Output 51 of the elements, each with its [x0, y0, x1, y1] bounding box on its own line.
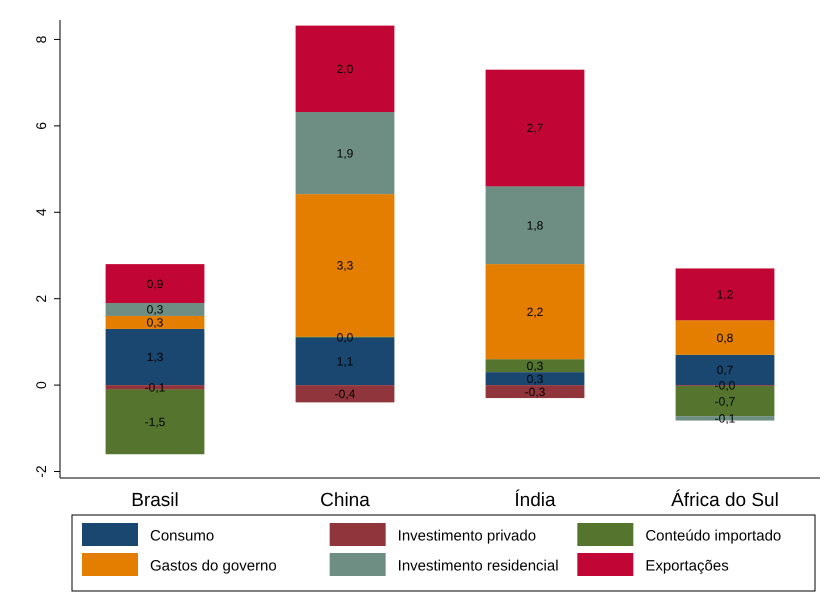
x-tick-label: China	[320, 490, 370, 511]
bar	[106, 303, 204, 316]
data-label: 1,8	[526, 218, 544, 232]
data-label: 0,3	[526, 358, 544, 373]
data-label: -1,5	[144, 415, 166, 430]
y-tick-label: 6	[33, 122, 49, 130]
legend-label: Investimento privado	[398, 527, 536, 544]
legend-label: Conteúdo importado	[645, 527, 782, 544]
bar	[486, 359, 584, 372]
x-tick-label: Índia	[514, 489, 556, 511]
bar	[106, 316, 204, 329]
data-label: 2,0	[336, 62, 354, 76]
bar	[486, 70, 584, 186]
data-label: 1,9	[336, 146, 354, 160]
x-tick-label: Brasil	[131, 490, 179, 511]
y-tick-label: 8	[33, 35, 49, 44]
data-label: 1,2	[716, 288, 734, 302]
bar	[296, 385, 394, 402]
bar	[296, 112, 394, 194]
bar	[486, 372, 584, 386]
bar	[486, 385, 584, 398]
data-label: 2,2	[526, 304, 544, 319]
data-label: 0,3	[146, 316, 164, 330]
data-label: 3,3	[336, 258, 354, 273]
data-label: 0,3	[526, 372, 544, 386]
y-tick-label: 2	[33, 294, 49, 303]
legend-label: Investimento residencial	[398, 557, 559, 574]
data-label: -0,3	[524, 384, 546, 399]
data-label: 0,7	[716, 363, 734, 378]
y-tick-label: 4	[33, 208, 49, 216]
y-tick-label: -2	[33, 465, 49, 478]
data-label: 1,3	[146, 350, 164, 364]
data-label: 0,3	[146, 302, 164, 317]
data-label: 1,1	[336, 354, 354, 369]
bar	[106, 264, 204, 304]
bar	[676, 268, 774, 320]
bar	[486, 264, 584, 360]
data-label: 0,8	[716, 330, 734, 345]
x-tick-label: África do Sul	[671, 489, 779, 511]
data-label: 0,9	[146, 276, 164, 291]
legend-label: Consumo	[150, 527, 214, 544]
y-tick-label: 0	[33, 381, 49, 389]
data-label: -0,1	[144, 380, 166, 394]
legend-label: Exportações	[645, 557, 729, 574]
bar	[296, 26, 394, 112]
data-label: -0,4	[334, 386, 356, 401]
legend-label: Gastos do governo	[150, 557, 277, 574]
data-label: 2,7	[526, 121, 544, 136]
bar	[676, 320, 774, 355]
bar	[486, 186, 584, 264]
data-label: -0,7	[714, 394, 736, 408]
